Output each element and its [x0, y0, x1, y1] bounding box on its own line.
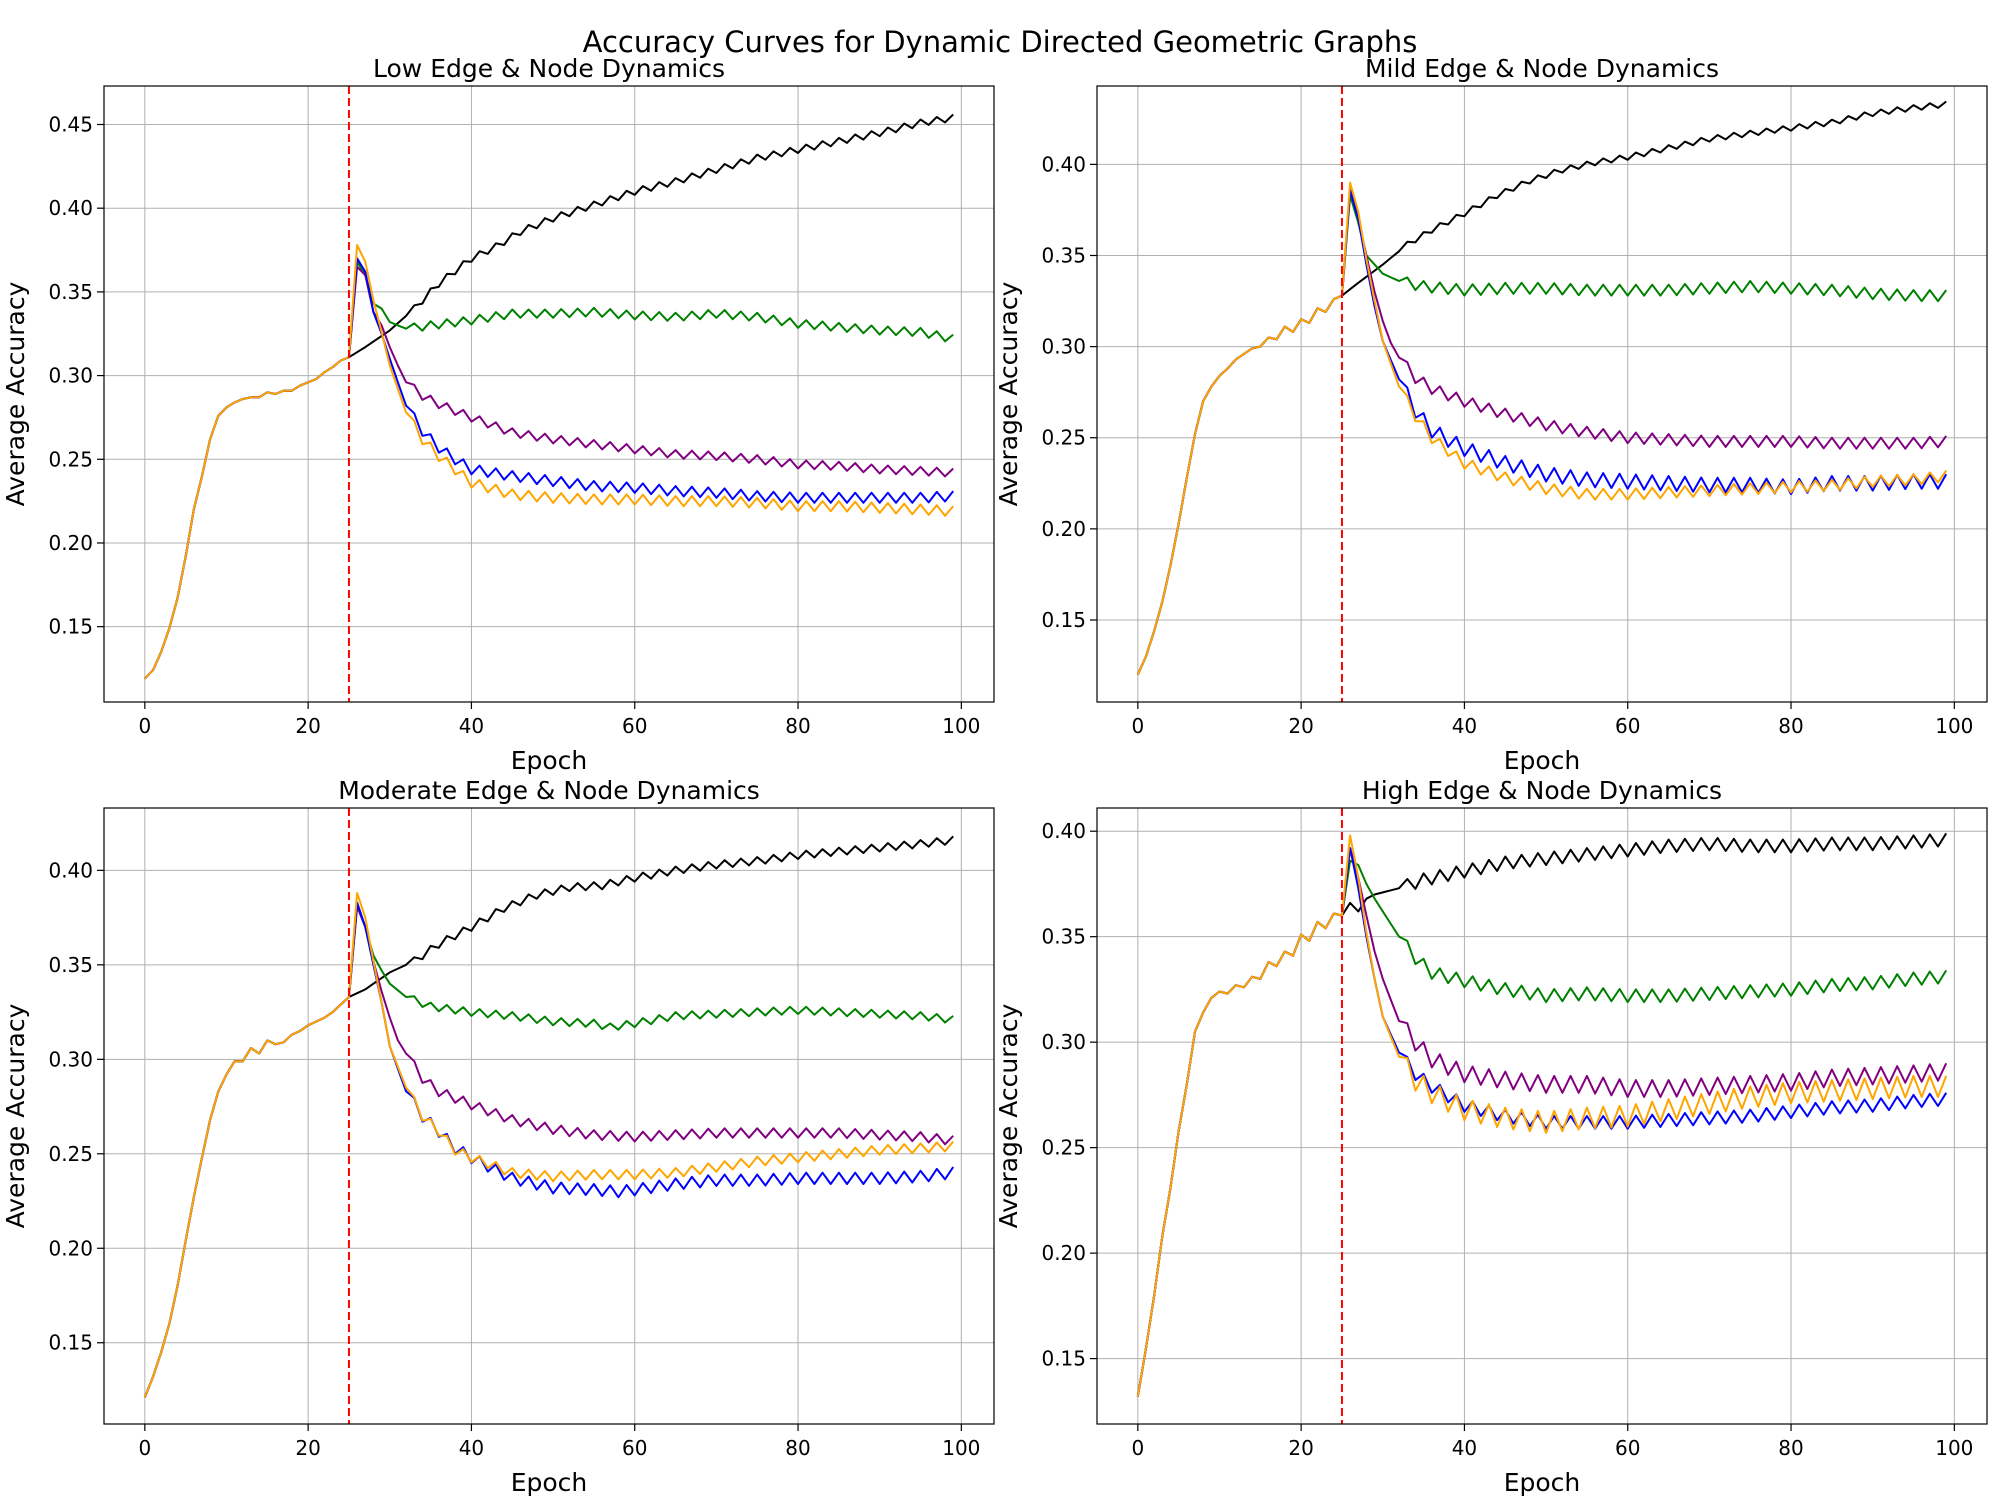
series-line-4 — [143, 901, 955, 1398]
x-tick-label: 20 — [295, 1436, 320, 1460]
figure-title: Accuracy Curves for Dynamic Directed Geo… — [583, 25, 1418, 59]
y-tick-label: 0.40 — [48, 858, 93, 882]
x-tick-label: 40 — [459, 1436, 484, 1460]
y-tick-label: 0.40 — [1041, 819, 1086, 843]
y-tick-label: 0.40 — [48, 196, 93, 220]
axes-frame — [1096, 85, 1988, 703]
plot-area — [1136, 832, 1948, 1397]
y-axis-label: Average Accuracy — [1, 1003, 30, 1228]
x-tick-label: 60 — [1615, 1436, 1640, 1460]
x-tick-label: 100 — [1935, 1436, 1973, 1460]
subplot-title: Mild Edge & Node Dynamics — [1365, 54, 1719, 83]
x-tick-label: 80 — [1778, 714, 1803, 738]
y-axis-label: Average Accuracy — [1, 281, 30, 506]
y-tick-label: 0.15 — [48, 615, 93, 639]
x-tick-label: 40 — [459, 714, 484, 738]
y-tick-label: 0.30 — [1041, 1030, 1086, 1054]
x-tick-label: 20 — [295, 714, 320, 738]
series-line-4 — [1136, 188, 1948, 676]
subplot-2: 0 20 40 60 80 100 0.15 0.20 0.25 0.30 0.35 0.40 Mild… — [994, 54, 1988, 775]
x-axis-label: Epoch — [511, 1468, 588, 1497]
x-tick-label: 0 — [138, 1436, 151, 1460]
series-line-3 — [143, 905, 954, 1398]
y-tick-label: 0.25 — [48, 1142, 93, 1166]
y-tick-label: 0.35 — [1041, 243, 1086, 267]
axes-frame — [1096, 807, 1988, 1425]
subplot-title: Moderate Edge & Node Dynamics — [338, 776, 760, 805]
y-tick-label: 0.35 — [48, 280, 93, 304]
y-tick-label: 0.15 — [48, 1331, 93, 1355]
x-tick-label: 100 — [1935, 714, 1973, 738]
x-tick-label: 100 — [942, 714, 980, 738]
series-line-5 — [1136, 181, 1948, 676]
y-tick-label: 0.35 — [1041, 925, 1086, 949]
x-axis-label: Epoch — [511, 746, 588, 775]
y-tick-label: 0.30 — [48, 1047, 93, 1071]
series-line-1 — [143, 835, 954, 1398]
series-line-2 — [143, 905, 954, 1398]
x-tick-label: 20 — [1288, 1436, 1313, 1460]
x-tick-label: 20 — [1288, 714, 1313, 738]
series-line-3 — [1136, 188, 1948, 676]
plot-area — [1136, 100, 1948, 676]
x-tick-label: 100 — [942, 1436, 980, 1460]
x-tick-label: 0 — [138, 714, 151, 738]
y-tick-label: 0.20 — [48, 531, 93, 555]
y-tick-label: 0.15 — [1041, 608, 1086, 632]
x-tick-label: 80 — [1778, 1436, 1803, 1460]
axes-frame — [103, 85, 995, 703]
y-tick-label: 0.25 — [48, 447, 93, 471]
x-tick-label: 60 — [1615, 714, 1640, 738]
y-tick-label: 0.30 — [48, 364, 93, 388]
x-tick-label: 0 — [1131, 1436, 1144, 1460]
x-axis-label: Epoch — [1504, 746, 1581, 775]
x-tick-label: 40 — [1452, 1436, 1477, 1460]
x-tick-label: 60 — [622, 714, 647, 738]
plot-area — [143, 835, 955, 1398]
y-tick-label: 0.35 — [48, 953, 93, 977]
subplot-4: 0 20 40 60 80 100 0.15 0.20 0.25 0.30 0.35 0.40 High… — [994, 776, 1988, 1497]
series-line-2 — [1136, 859, 1948, 1397]
x-tick-label: 0 — [1131, 714, 1144, 738]
series-line-1 — [1136, 100, 1947, 676]
x-tick-label: 80 — [785, 1436, 810, 1460]
y-tick-label: 0.45 — [48, 113, 93, 137]
y-tick-label: 0.40 — [1041, 152, 1086, 176]
series-line-1 — [1136, 832, 1948, 1397]
subplot-3: 0 20 40 60 80 100 0.15 0.20 0.25 0.30 0.35 0.40 Mode… — [1, 776, 995, 1497]
subplot-title: Low Edge & Node Dynamics — [373, 54, 725, 83]
y-axis-label: Average Accuracy — [994, 1003, 1023, 1228]
x-tick-label: 60 — [622, 1436, 647, 1460]
subplot-1: 0 20 40 60 80 100 0.15 0.20 0.25 0.30 0.35 0.40 0.45… — [1, 54, 995, 775]
subplot-title: High Edge & Node Dynamics — [1362, 776, 1722, 805]
x-axis-label: Epoch — [1504, 1468, 1581, 1497]
y-tick-label: 0.20 — [1041, 517, 1086, 541]
y-tick-label: 0.25 — [1041, 1136, 1086, 1160]
y-tick-label: 0.20 — [1041, 1241, 1086, 1265]
y-axis-label: Average Accuracy — [994, 281, 1023, 506]
x-tick-label: 80 — [785, 714, 810, 738]
y-tick-label: 0.20 — [48, 1236, 93, 1260]
x-tick-label: 40 — [1452, 714, 1477, 738]
series-line-1 — [144, 113, 954, 680]
y-tick-label: 0.25 — [1041, 426, 1086, 450]
plot-area — [144, 113, 954, 680]
series-line-5 — [144, 244, 954, 680]
y-tick-label: 0.30 — [1041, 335, 1086, 359]
series-line-5 — [1136, 834, 1948, 1397]
series-line-2 — [1136, 194, 1948, 676]
series-line-5 — [143, 892, 954, 1398]
y-tick-label: 0.15 — [1041, 1347, 1086, 1371]
axes-frame — [103, 807, 995, 1425]
series-line-2 — [144, 260, 954, 680]
